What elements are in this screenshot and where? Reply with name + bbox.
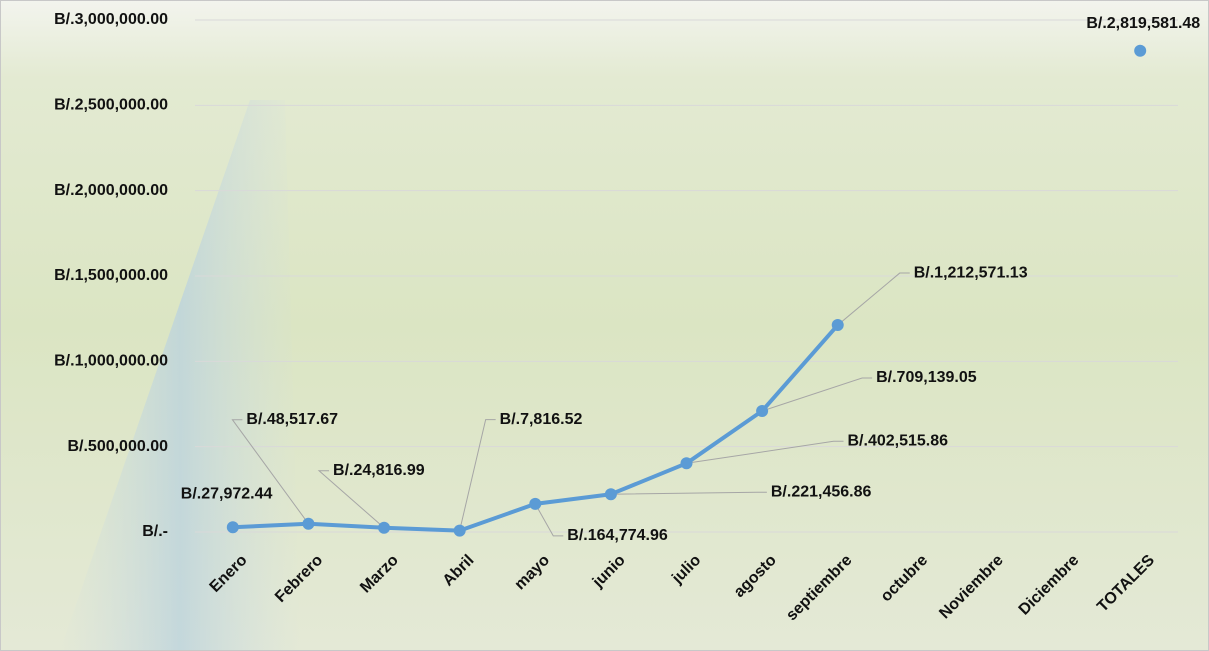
data-point: [302, 518, 314, 530]
data-point: [378, 522, 390, 534]
data-label: B/.402,515.86: [848, 433, 949, 450]
y-tick-label: B/.2,000,000.00: [54, 182, 168, 199]
data-label: B/.221,456.86: [771, 483, 872, 500]
data-point: [227, 521, 239, 533]
data-point: [681, 457, 693, 469]
y-tick-label: B/.-: [142, 523, 168, 540]
y-tick-label: B/.1,500,000.00: [54, 267, 168, 284]
y-tick-label: B/.500,000.00: [67, 438, 168, 455]
data-point: [454, 525, 466, 537]
data-point: [756, 405, 768, 417]
data-label: B/.2,819,581.48: [1086, 15, 1200, 32]
data-point: [529, 498, 541, 510]
data-label: B/.48,517.67: [246, 411, 338, 428]
data-label: B/.1,212,571.13: [914, 264, 1028, 281]
data-point: [1134, 45, 1146, 57]
chart: B/.- B/.500,000.00 B/.1,000,000.00 B/.1,500…: [0, 0, 1209, 651]
data-label: B/.24,816.99: [333, 462, 425, 479]
data-label: B/.164,774.96: [567, 527, 668, 544]
data-label: B/.709,139.05: [876, 369, 977, 386]
data-label: B/.7,816.52: [500, 411, 583, 428]
y-tick-label: B/.1,000,000.00: [54, 353, 168, 370]
data-point: [832, 319, 844, 331]
y-tick-label: B/.2,500,000.00: [54, 97, 168, 114]
y-tick-label: B/.3,000,000.00: [54, 11, 168, 28]
data-point: [605, 488, 617, 500]
data-label: B/.27,972.44: [181, 485, 273, 502]
